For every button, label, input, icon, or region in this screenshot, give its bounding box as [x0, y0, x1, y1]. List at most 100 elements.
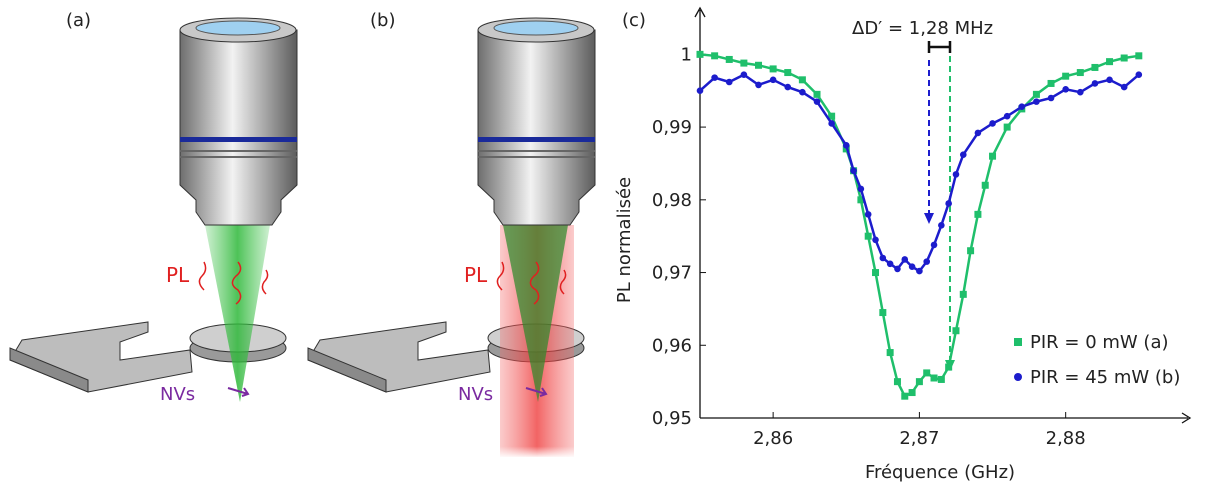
data-point [959, 290, 967, 298]
y-tick-label: 1 [681, 44, 692, 65]
data-point [784, 83, 792, 91]
data-point [930, 241, 938, 249]
legend-label: PIR = 45 mW (b) [1030, 367, 1180, 388]
data-point [959, 151, 967, 159]
data-point [1120, 54, 1128, 62]
data-point [1047, 79, 1055, 87]
legend-marker [1014, 373, 1022, 381]
ring [478, 150, 595, 152]
data-point [769, 65, 777, 73]
data-point [952, 171, 960, 178]
ring [180, 156, 297, 158]
data-point [740, 71, 748, 79]
data-point [1091, 80, 1099, 87]
ring [478, 156, 595, 158]
data-point [857, 196, 865, 204]
data-point [1076, 88, 1084, 96]
y-tick-label: 0,96 [652, 335, 692, 356]
data-point [850, 167, 857, 175]
panel-b: (b) PL NVs [307, 10, 596, 458]
data-point [967, 247, 975, 255]
red-fade [500, 400, 574, 458]
x-axis-label: Fréquence (GHz) [865, 462, 1015, 483]
panel-label: (b) [370, 10, 395, 31]
data-point [879, 309, 887, 317]
data-point [989, 120, 996, 127]
blue-band [478, 137, 595, 142]
fit-line [699, 73, 1140, 273]
data-point [1135, 71, 1143, 79]
axes [694, 6, 1192, 424]
data-point [1018, 103, 1026, 111]
pl-label: PL [464, 263, 488, 287]
data-point [696, 50, 704, 58]
data-point [981, 181, 989, 189]
data-point [894, 265, 901, 273]
nv-label: NVs [458, 384, 493, 405]
nv-arrow [227, 387, 250, 397]
cantilever-side [9, 347, 89, 393]
data-point [784, 69, 792, 77]
data-point [813, 98, 821, 105]
data-point [893, 378, 901, 386]
lens [195, 20, 281, 36]
objective [179, 29, 298, 226]
data-point [916, 267, 923, 275]
panel-c: (c) ΔD′ = 1,28 MHz Fréquence (GHz) PL no… [614, 6, 1192, 483]
data-point [930, 374, 938, 382]
data-point [872, 236, 879, 244]
data-point [725, 78, 733, 86]
shift-bracket [927, 41, 952, 53]
data-point [1106, 76, 1113, 84]
data-point [711, 74, 718, 81]
panel-label: (a) [66, 10, 91, 31]
data-point [1120, 83, 1128, 91]
cantilever [307, 321, 491, 393]
data-point [1003, 123, 1011, 131]
data-point [1135, 52, 1143, 60]
data-point [974, 210, 982, 218]
y-tick-label: 0,95 [652, 408, 692, 429]
data-point [886, 349, 894, 357]
pl-label: PL [166, 263, 190, 287]
data-point [974, 129, 982, 137]
blue-band [180, 137, 297, 142]
arrow-head [924, 213, 934, 224]
data-point [989, 152, 997, 160]
x-tick-label: 2,87 [899, 428, 939, 449]
data-point [864, 211, 872, 218]
data-point [696, 87, 704, 95]
data-point [755, 61, 763, 69]
data-point [879, 254, 887, 262]
data-point [923, 258, 931, 265]
pl-wave [198, 261, 269, 305]
data-point [740, 59, 748, 67]
green-beam [205, 225, 270, 402]
panel-label: (c) [622, 10, 646, 31]
y-tick-label: 0,98 [652, 190, 692, 211]
data-point [1032, 90, 1040, 98]
data-point [813, 90, 821, 98]
ring [180, 150, 297, 152]
y-axis-label: PL normalisée [614, 177, 635, 303]
data-point [755, 81, 762, 89]
data-point [1003, 112, 1011, 120]
data-point [1106, 58, 1114, 66]
objective [477, 29, 596, 226]
y-tick-label: 0,97 [652, 263, 692, 284]
pl-wave [496, 261, 567, 305]
y-tick-label: 0,99 [652, 117, 692, 138]
data-point [769, 76, 777, 84]
data-point [945, 200, 952, 207]
data-point [864, 232, 872, 240]
data-point [908, 263, 916, 271]
data-point [842, 141, 850, 149]
x-tick-label: 2,86 [753, 428, 793, 449]
data-point [1062, 72, 1070, 80]
data-point [1076, 69, 1084, 77]
data-point [915, 378, 923, 386]
data-point [938, 221, 945, 229]
data-point [1091, 63, 1099, 71]
cantilever [9, 321, 193, 393]
data-point [828, 112, 836, 120]
